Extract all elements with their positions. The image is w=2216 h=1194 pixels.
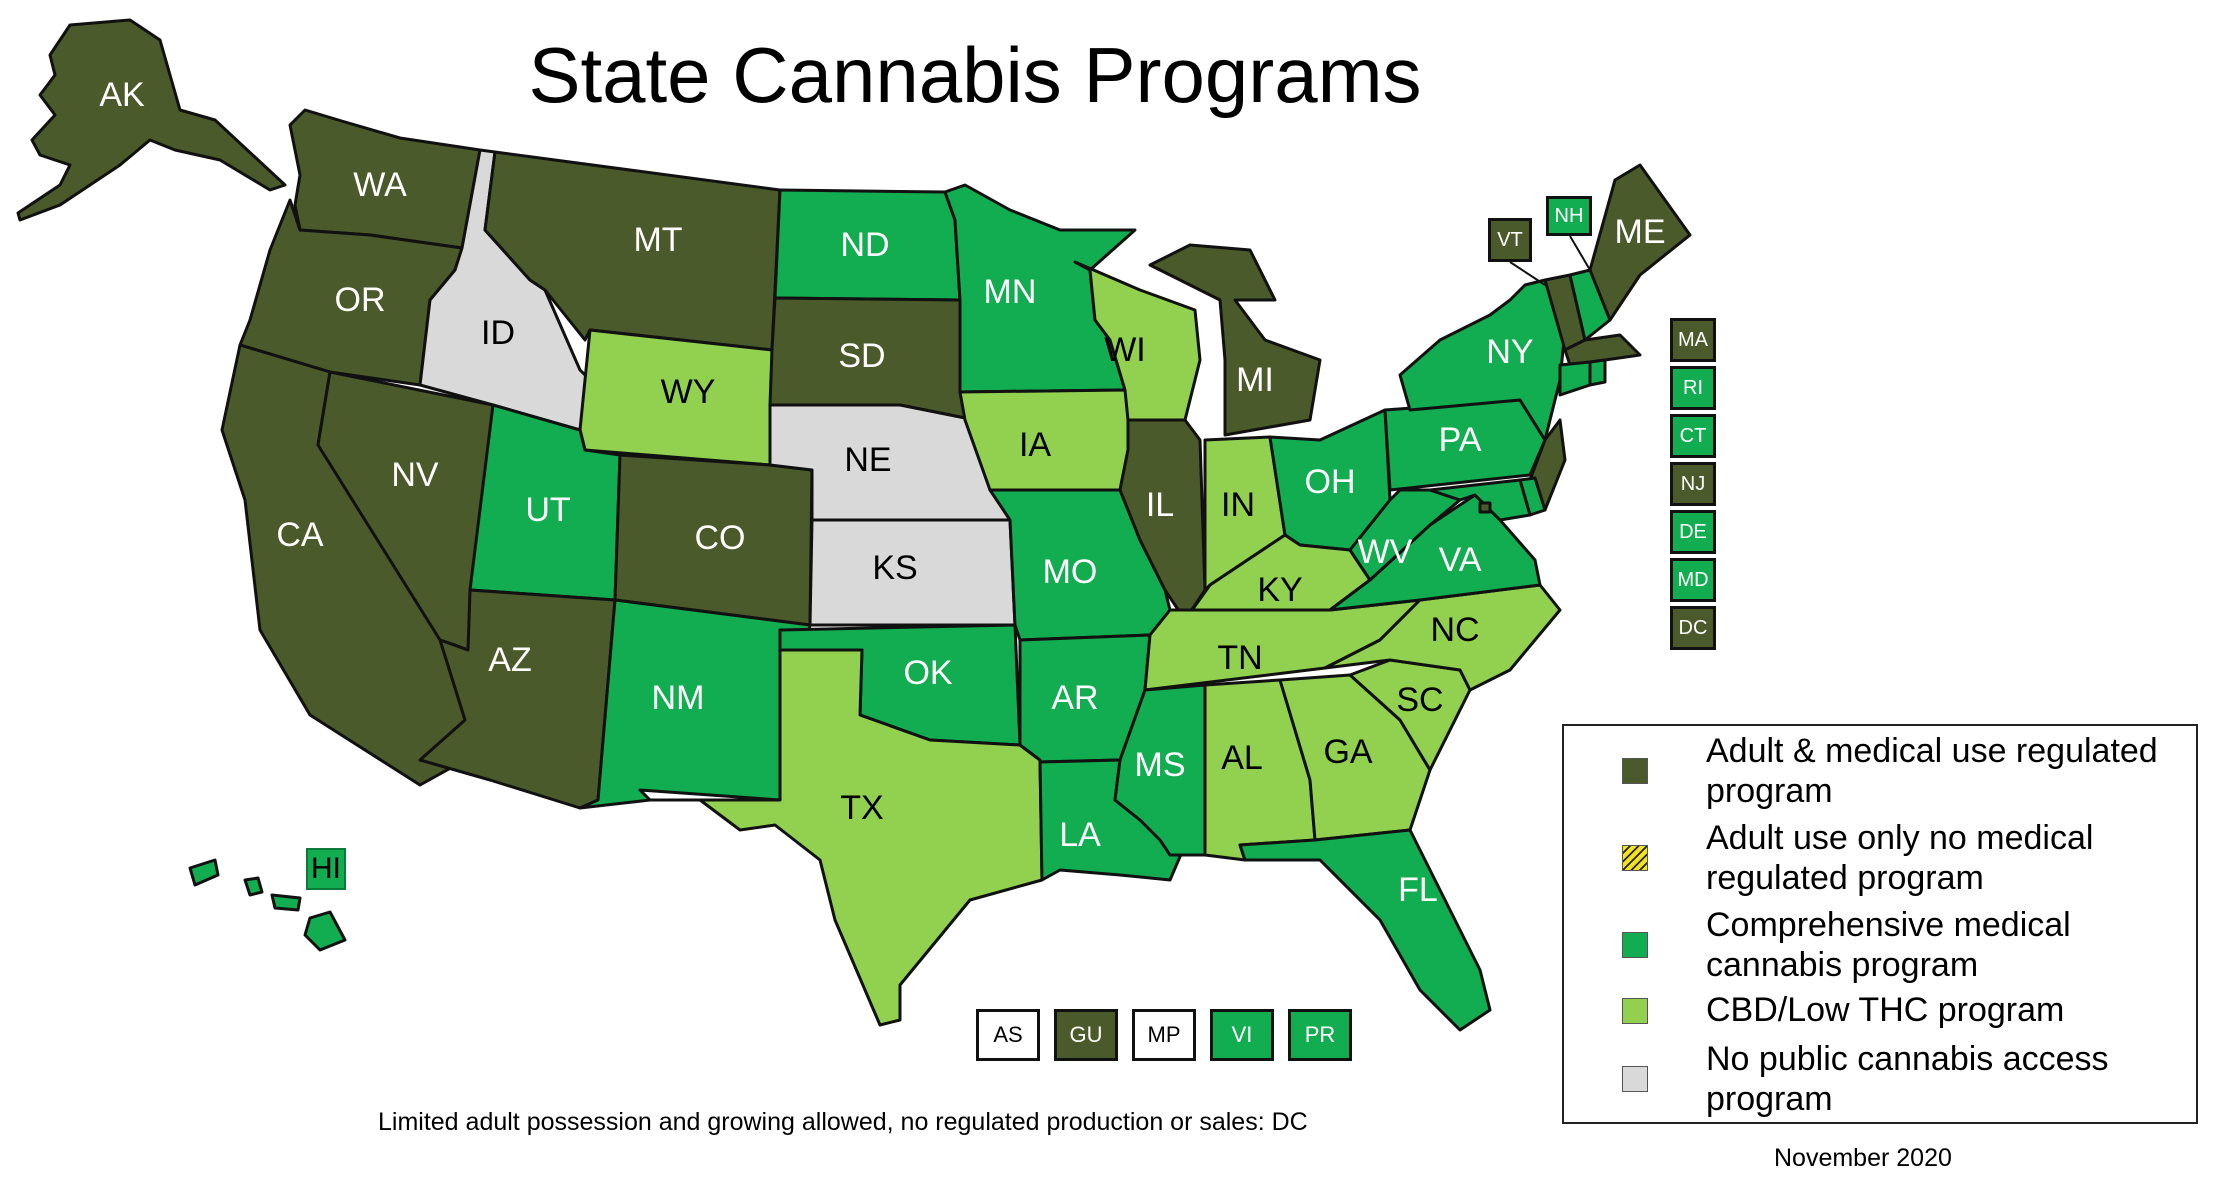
callout-nh: NH <box>1546 196 1592 236</box>
state-nc <box>1323 583 1562 692</box>
legend-label: Adult use only no medical regulated prog… <box>1706 819 2094 897</box>
territory-vi: VI <box>1210 1009 1274 1061</box>
state-label-az: AZ <box>488 641 531 679</box>
legend-swatch <box>1622 845 1648 871</box>
state-label-pa: PA <box>1439 421 1482 459</box>
map-title: State Cannabis Programs <box>528 31 1422 119</box>
state-label-ak: AK <box>99 76 145 114</box>
legend-label: Comprehensive medical cannabis program <box>1706 906 2071 984</box>
state-label-wv: WV <box>1358 533 1413 571</box>
state-fl <box>1238 828 1492 1032</box>
state-hi <box>188 858 347 952</box>
state-me <box>1588 163 1692 322</box>
state-label-wy: WY <box>661 373 716 411</box>
state-ct <box>1558 360 1592 397</box>
state-label-nc: NC <box>1430 611 1479 649</box>
state-label-ut: UT <box>525 491 570 529</box>
state-ak <box>16 18 287 222</box>
state-label-nd: ND <box>840 226 889 264</box>
state-or <box>238 198 464 387</box>
state-label-fl: FL <box>1398 871 1438 909</box>
state-label-mi: MI <box>1236 361 1274 399</box>
state-label-ks: KS <box>872 549 917 587</box>
state-label-al: AL <box>1221 739 1263 777</box>
state-label-ca: CA <box>276 516 324 554</box>
state-label-ok: OK <box>903 654 952 692</box>
legend-label: Adult & medical use regulated program <box>1706 732 2158 810</box>
footnote: Limited adult possession and growing all… <box>378 1108 1308 1136</box>
state-label-wa: WA <box>353 166 407 204</box>
territory-pr: PR <box>1288 1009 1352 1061</box>
legend-label: CBD/Low THC program <box>1706 991 2065 1029</box>
box-de: DE <box>1670 510 1716 554</box>
box-ma: MA <box>1670 318 1716 362</box>
state-label-ny: NY <box>1486 333 1533 371</box>
callout-hi: HI <box>306 848 346 890</box>
leader-line <box>1569 235 1591 271</box>
date-label: November 2020 <box>1774 1144 1952 1172</box>
state-label-co: CO <box>695 519 746 557</box>
state-label-nm: NM <box>652 679 705 717</box>
box-ri: RI <box>1670 366 1716 410</box>
territory-mp: MP <box>1132 1009 1196 1061</box>
state-label-ar: AR <box>1051 679 1098 717</box>
territory-gu: GU <box>1054 1009 1118 1061</box>
state-tx <box>648 648 1044 1027</box>
legend: Adult & medical use regulated program Adu… <box>1562 724 2198 1124</box>
box-nj: NJ <box>1670 462 1716 506</box>
state-il <box>1118 418 1207 622</box>
legend-label: No public cannabis access program <box>1706 1040 2109 1118</box>
state-label-ga: GA <box>1323 733 1372 771</box>
leader-line <box>1509 261 1546 286</box>
state-label-ne: NE <box>844 441 891 479</box>
state-label-la: LA <box>1059 816 1101 854</box>
state-label-ky: KY <box>1257 571 1302 609</box>
state-label-va: VA <box>1439 541 1482 579</box>
state-label-mo: MO <box>1043 553 1098 591</box>
state-label-sd: SD <box>838 337 885 375</box>
box-dc: DC <box>1670 606 1716 650</box>
legend-swatch <box>1622 758 1648 784</box>
state-label-wi: WI <box>1104 331 1146 369</box>
state-label-id: ID <box>481 314 515 352</box>
state-label-me: ME <box>1615 213 1666 251</box>
state-ma <box>1563 333 1642 367</box>
state-label-ia: IA <box>1019 426 1051 464</box>
state-mi <box>1148 243 1322 437</box>
state-ri <box>1588 358 1607 387</box>
box-ct: CT <box>1670 414 1716 458</box>
legend-swatch <box>1622 998 1648 1024</box>
legend-swatch <box>1622 932 1648 958</box>
state-label-oh: OH <box>1305 463 1356 501</box>
state-label-sc: SC <box>1396 681 1443 719</box>
state-dc <box>1478 501 1492 514</box>
territory-as: AS <box>976 1009 1040 1061</box>
callout-vt: VT <box>1488 218 1532 262</box>
state-label-or: OR <box>335 281 386 319</box>
state-md <box>1428 478 1532 522</box>
legend-swatch <box>1622 1066 1648 1092</box>
box-md: MD <box>1670 558 1716 602</box>
state-label-tn: TN <box>1217 639 1262 677</box>
state-label-in: IN <box>1221 486 1255 524</box>
state-label-mn: MN <box>984 273 1037 311</box>
state-label-nv: NV <box>391 456 439 494</box>
state-label-tx: TX <box>840 789 883 827</box>
state-ms <box>1113 683 1207 857</box>
state-label-ms: MS <box>1135 746 1186 784</box>
state-label-il: IL <box>1146 486 1174 524</box>
state-label-mt: MT <box>633 221 682 259</box>
